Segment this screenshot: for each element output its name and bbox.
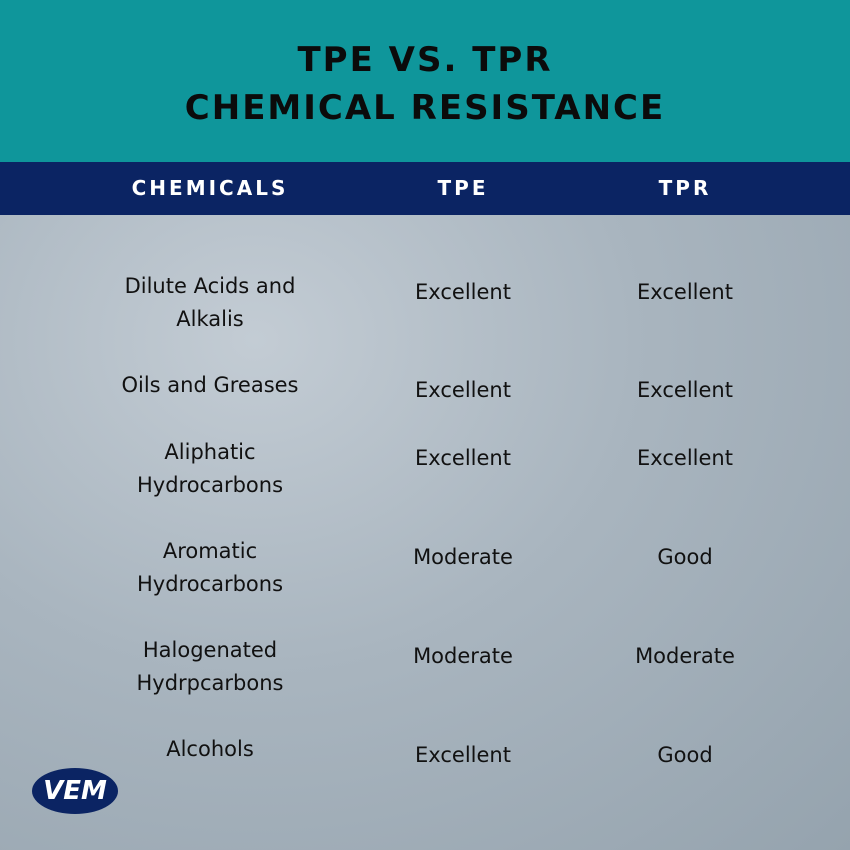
chemical-name: Oils and Greases <box>121 373 299 397</box>
rating: Moderate <box>413 545 513 569</box>
column-header: TPR <box>658 176 712 200</box>
rating: Excellent <box>637 446 733 470</box>
table-header <box>0 162 850 215</box>
column-header: CHEMICALS <box>131 176 289 200</box>
rating: Moderate <box>635 644 735 668</box>
rating: Excellent <box>415 378 511 402</box>
rating: Excellent <box>415 446 511 470</box>
rating: Excellent <box>415 280 511 304</box>
chemical-name: Aromatic Hydrocarbons <box>136 539 284 596</box>
chemical-name: Dilute Acids and Alkalis <box>124 274 296 331</box>
chemical-name: Aliphatic Hydrocarbons <box>136 440 284 497</box>
title-line: TPE VS. TPR <box>297 40 553 80</box>
logo: VEM <box>32 768 118 814</box>
column-header: TPE <box>437 176 489 200</box>
header: TPE VS. TPR CHEMICAL RESISTANCE <box>0 0 850 162</box>
rating: Excellent <box>637 280 733 304</box>
chemical-name: Halogenated Hydrpcarbons <box>136 638 284 695</box>
rating: Excellent <box>415 743 511 767</box>
rating: Good <box>657 743 713 767</box>
rating: Moderate <box>413 644 513 668</box>
chemical-name: Alcohols <box>166 737 254 761</box>
rating: Excellent <box>637 378 733 402</box>
rating: Good <box>657 545 713 569</box>
title-line: CHEMICAL RESISTANCE <box>184 88 666 128</box>
